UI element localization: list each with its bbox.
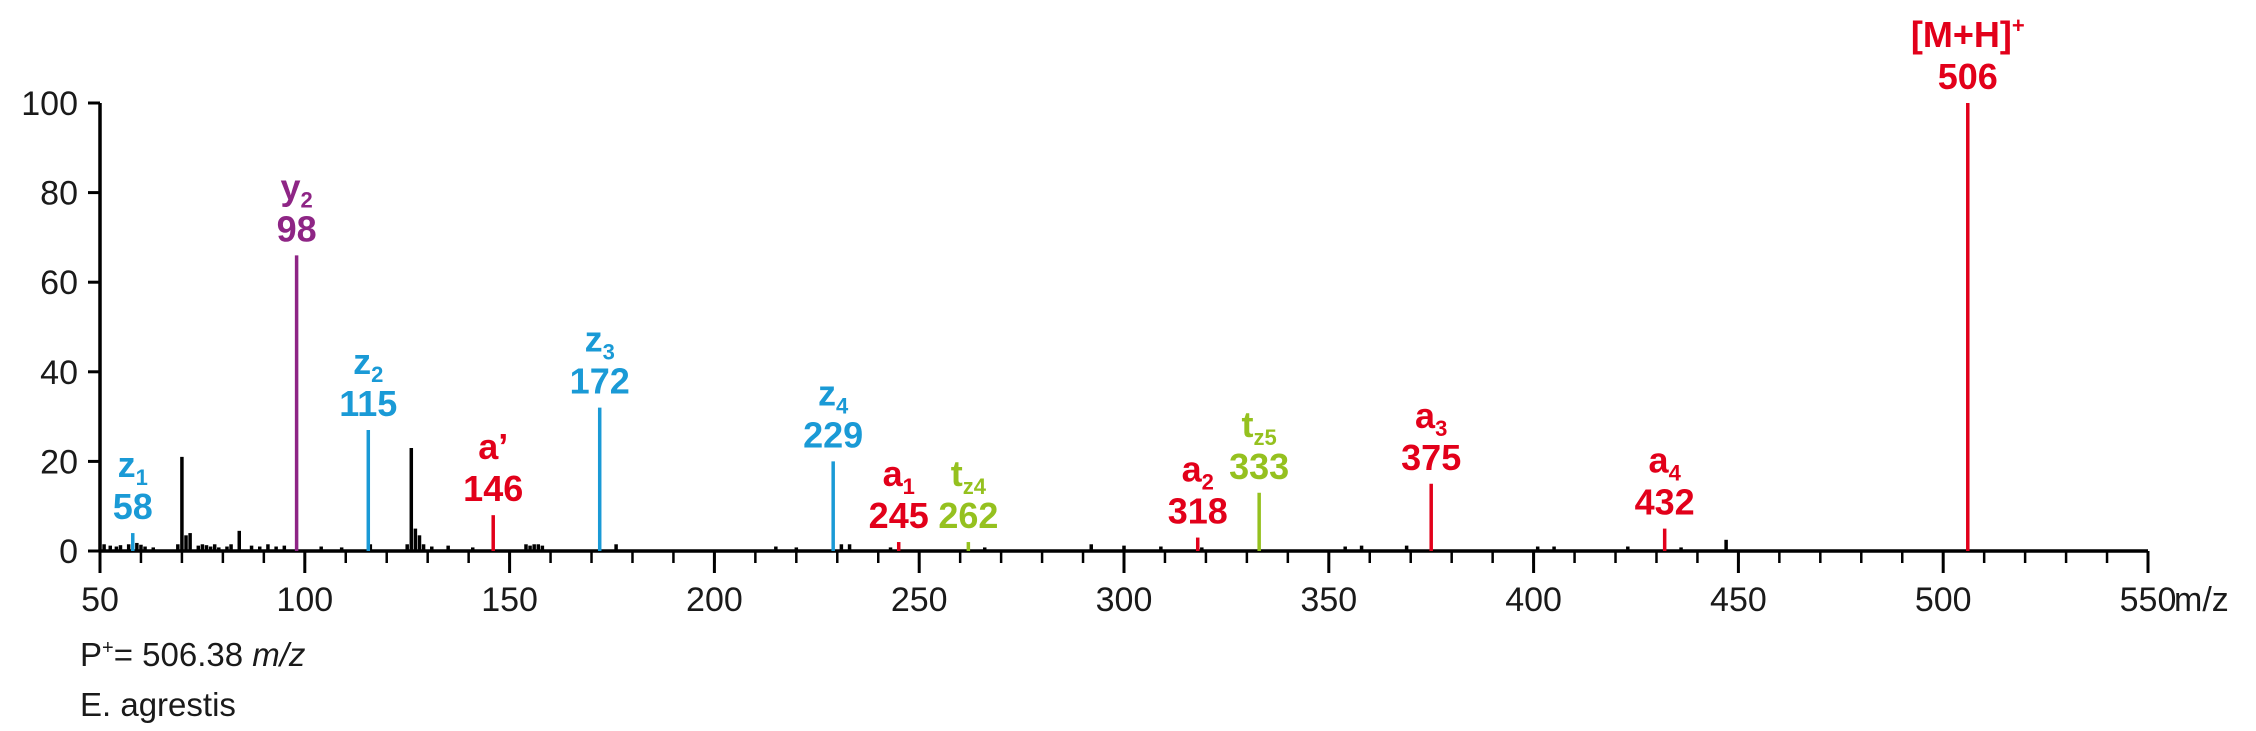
x-axis-unit-label: m/z (2174, 581, 2229, 619)
annotated-peaks (131, 103, 1970, 551)
x-tick-label: 250 (891, 581, 948, 619)
ion-label: a4 (1649, 440, 1682, 486)
precursor-unit: m/z (252, 636, 306, 673)
y-tick-label: 80 (40, 175, 78, 213)
peak-mz-label: 146 (463, 468, 523, 509)
peak-mz-label: 172 (570, 361, 630, 402)
peak-mz-label: 262 (938, 495, 998, 536)
peak-mz-label: 58 (113, 486, 153, 527)
peak-mz-label: 375 (1401, 437, 1461, 478)
ion-label: tz5 (1242, 404, 1277, 450)
y-tick-label: 100 (21, 85, 78, 123)
peak-mz-label: 506 (1938, 56, 1998, 97)
ion-label: a2 (1182, 449, 1214, 495)
precursor-charge: + (102, 637, 114, 659)
precursor-value: = 506.38 (113, 636, 253, 673)
unannotated-peaks (102, 447, 1728, 551)
ion-label: [M+H]+ (1911, 13, 2025, 55)
peak-mz-label: 432 (1635, 482, 1695, 523)
mass-spectrum-chart: 0 20 40 60 80 100 50 100 150 200 250 300 350 400 450 50… (21, 13, 2229, 619)
x-tick-label: 450 (1710, 581, 1767, 619)
precursor-mass-note: P+= 506.38 m/z (80, 636, 305, 674)
ion-label: a’ (478, 426, 508, 467)
ion-label: z4 (818, 372, 849, 418)
peak-mz-label: 245 (869, 495, 929, 536)
peak-mz-label: 229 (803, 414, 863, 455)
x-tick-label: 100 (276, 581, 333, 619)
ion-label: z3 (585, 319, 615, 365)
ion-label: z2 (353, 341, 383, 387)
ion-label: tz4 (951, 453, 987, 499)
ion-label: z1 (118, 444, 148, 490)
x-tick-label: 200 (686, 581, 743, 619)
y-tick-label: 40 (40, 354, 78, 392)
x-tick-label: 500 (1915, 581, 1972, 619)
x-tick-label: 300 (1096, 581, 1153, 619)
precursor-symbol: P (80, 636, 103, 673)
peak-mz-label: 115 (339, 383, 397, 424)
x-tick-label: 550 (2120, 581, 2177, 619)
y-tick-label: 60 (40, 264, 78, 302)
ion-label: a3 (1415, 395, 1447, 441)
x-tick-label: 400 (1505, 581, 1562, 619)
species-name: E. agrestis (80, 686, 236, 723)
peak-mz-label: 318 (1168, 491, 1228, 532)
y-tick-label: 0 (59, 533, 78, 571)
ion-label: a1 (883, 453, 915, 499)
ion-label: y2 (280, 166, 312, 212)
peak-mz-label: 333 (1229, 446, 1289, 487)
peak-mz-label: 98 (277, 208, 317, 249)
chart-axes: 0 20 40 60 80 100 50 100 150 200 250 300 350 400 450 50… (21, 85, 2229, 619)
x-tick-label: 150 (481, 581, 538, 619)
y-tick-label: 20 (40, 443, 78, 481)
x-tick-label: 350 (1300, 581, 1357, 619)
x-tick-label: 50 (81, 581, 119, 619)
